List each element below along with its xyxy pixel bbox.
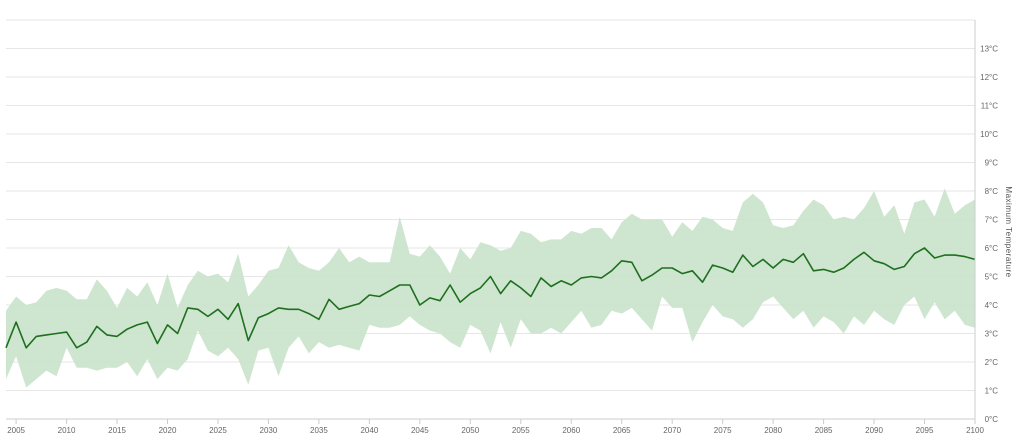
y-tick-label-5: 5°C [985,273,999,282]
x-tick-label-2045: 2045 [411,426,429,435]
x-tick-label-2055: 2055 [512,426,530,435]
x-tick-label-2085: 2085 [815,426,833,435]
x-tick-label-2030: 2030 [260,426,278,435]
x-tick-label-2005: 2005 [7,426,25,435]
x-tick-label-2015: 2015 [108,426,126,435]
mean-series-line [5,247,976,349]
y-tick-label-8: 8°C [985,187,999,196]
y-tick-label-9: 9°C [985,159,999,168]
range-band [6,188,975,388]
mean-line-layer [5,247,976,349]
y-tick-label-7: 7°C [985,216,999,225]
y-tick-label-10: 10°C [980,130,998,139]
x-tick-label-2080: 2080 [764,426,782,435]
x-tick-label-2090: 2090 [865,426,883,435]
x-tick-label-2095: 2095 [916,426,934,435]
y-tick-label-12: 12°C [980,73,998,82]
y-axis-label: Maximum Temperature [1004,186,1013,277]
x-tick-label-2060: 2060 [562,426,580,435]
y-tick-label-3: 3°C [985,330,999,339]
x-tick-label-2065: 2065 [613,426,631,435]
x-tick-label-2100: 2100 [966,426,984,435]
y-tick-label-2: 2°C [985,358,999,367]
y-tick-label-11: 11°C [981,102,999,111]
axes: 0°C 1°C 2°C 3°C 4°C 5°C 6°C 7°C 8°C 9°C 10°C 11°C 12… [6,20,998,435]
y-tick-label-1: 1°C [985,387,999,396]
x-tick-label-2075: 2075 [714,426,732,435]
x-tick-label-2035: 2035 [310,426,328,435]
x-tick-label-2010: 2010 [58,426,76,435]
x-tick-label-2040: 2040 [360,426,378,435]
y-tick-label-13: 13°C [980,45,998,54]
y-tick-label-0: 0°C [985,415,999,424]
x-tick-label-2070: 2070 [663,426,681,435]
x-tick-label-2025: 2025 [209,426,227,435]
x-tick-label-2020: 2020 [159,426,177,435]
x-tick-label-2050: 2050 [461,426,479,435]
y-tick-label-4: 4°C [985,301,999,310]
y-tick-label-6: 6°C [985,244,999,253]
range-band-layer [6,188,975,388]
